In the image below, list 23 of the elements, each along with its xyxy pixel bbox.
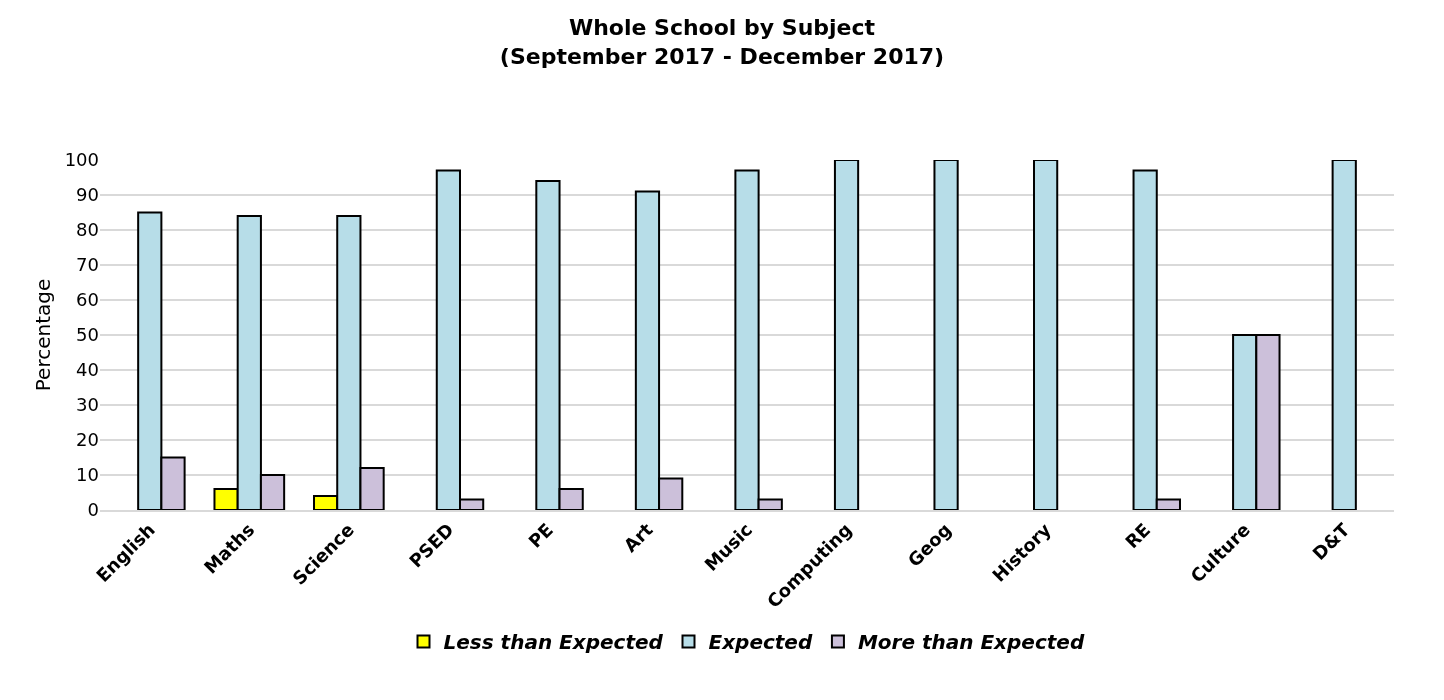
bar bbox=[933, 160, 959, 510]
y-tick-label: 10 bbox=[76, 464, 99, 486]
bar bbox=[1331, 160, 1357, 510]
y-tick-label: 100 bbox=[64, 149, 99, 171]
y-tick-label: 80 bbox=[76, 219, 99, 241]
legend-label: Expected bbox=[708, 630, 813, 655]
y-axis-title: Percentage bbox=[31, 278, 55, 392]
y-tick-label: 60 bbox=[76, 289, 99, 311]
y-tick-label: 40 bbox=[76, 359, 99, 381]
chart-title: Whole School by Subject (September 2017 - December 2017) bbox=[499, 15, 945, 69]
x-tick-label: Art bbox=[619, 518, 657, 557]
x-tick-label: RE bbox=[1121, 518, 1155, 553]
bar bbox=[833, 160, 860, 510]
y-tick-label: 50 bbox=[76, 324, 99, 346]
legend-label: Less than Expected bbox=[443, 630, 664, 655]
legend-label: More than Expected bbox=[857, 630, 1085, 655]
y-tick-label: 70 bbox=[76, 254, 99, 276]
x-tick-label: PE bbox=[524, 518, 558, 552]
y-tick-label: 90 bbox=[76, 184, 99, 206]
y-tick-label: 30 bbox=[76, 394, 99, 416]
y-tick-label: 0 bbox=[87, 499, 99, 521]
bar bbox=[1033, 160, 1059, 510]
y-tick-label: 20 bbox=[76, 429, 99, 451]
